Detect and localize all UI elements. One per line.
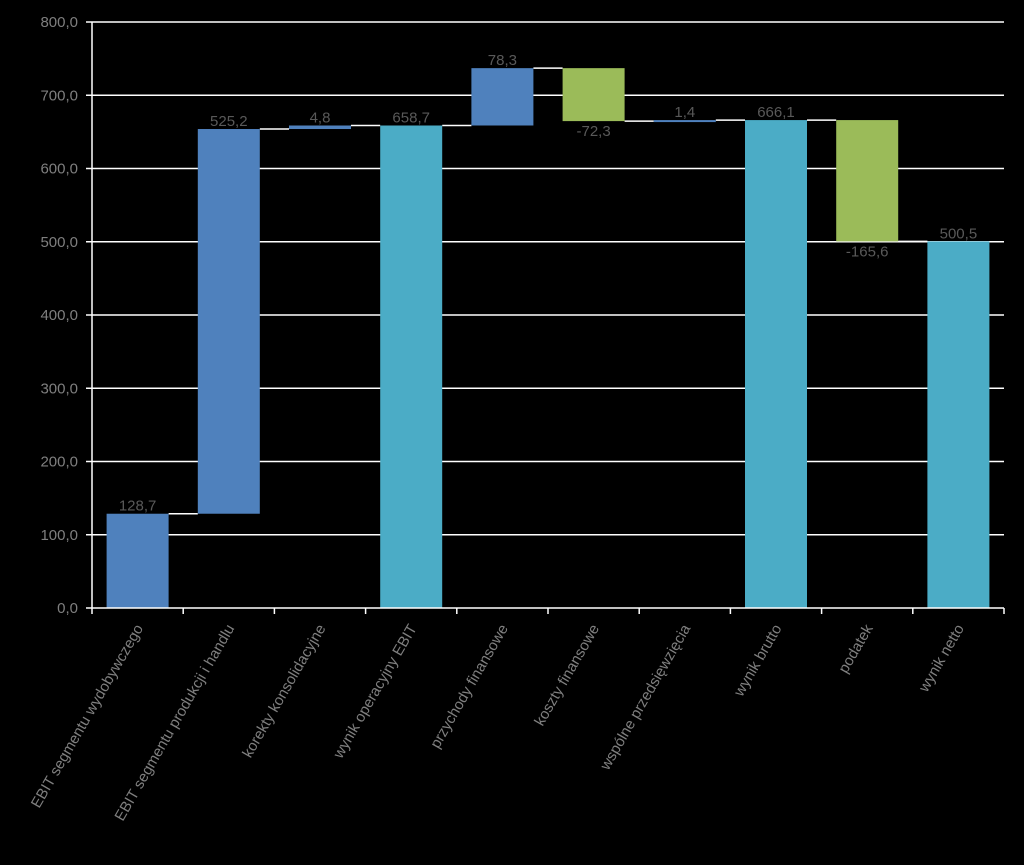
data-label: 658,7 [392,110,430,127]
bar-total [745,120,807,608]
bar-total [927,241,990,609]
data-label: 4,8 [310,110,331,127]
bar-increase [653,120,716,123]
category-label: EBIT segmentu wydobywczego [28,622,147,811]
bar-increase [106,513,169,608]
y-tick-label: 600,0 [40,161,78,178]
y-tick-label: 800,0 [40,14,78,31]
category-label: korekty konsolidacyjne [239,622,329,761]
data-label: 78,3 [488,52,517,69]
category-label: wynik netto [915,622,968,696]
y-tick-label: 300,0 [40,380,78,397]
category-label: koszty finansowe [531,622,603,729]
bar-increase [197,129,260,514]
bar-total [380,125,443,608]
bar-increase [289,125,351,130]
y-tick-label: 0,0 [57,600,78,617]
category-label: podatek [835,621,877,676]
y-tick-label: 200,0 [40,454,78,471]
data-label: 666,1 [757,104,795,121]
y-tick-label: 100,0 [40,527,78,544]
data-label: 525,2 [210,113,248,130]
category-label: wspólne przedsięwzięcia [596,621,694,774]
bar-decrease [836,120,899,242]
category-label: przychody finansowe [427,622,512,752]
data-label: -72,3 [576,123,610,140]
bar-increase [471,68,534,126]
y-tick-label: 400,0 [40,307,78,324]
y-tick-label: 700,0 [40,87,78,104]
data-label: 128,7 [119,498,157,515]
data-label: 1,4 [674,104,695,121]
y-tick-label: 500,0 [40,234,78,251]
data-label: 500,5 [940,225,978,242]
category-label: wynik brutto [730,622,785,701]
category-label: wynik operacyjny EBIT [330,622,421,763]
data-label: -165,6 [846,243,889,260]
bar-decrease [562,68,625,122]
